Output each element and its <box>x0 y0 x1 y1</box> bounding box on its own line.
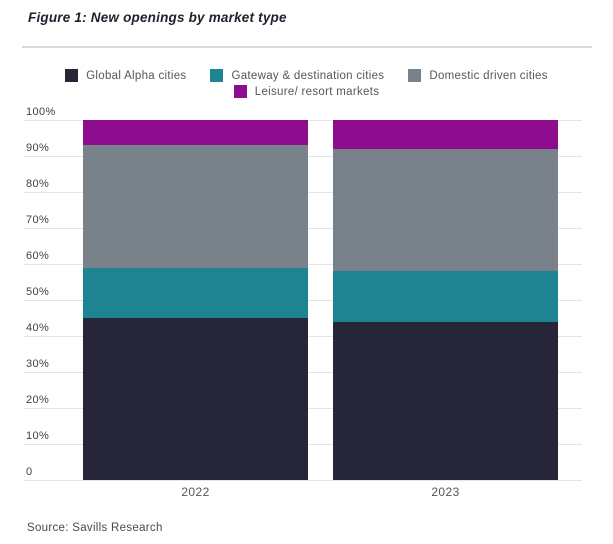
bar-segment-2023-domestic-driven-cities <box>333 148 558 272</box>
y-tick-label: 70% <box>26 214 50 226</box>
legend-row-2: Leisure/ resort markets <box>0 85 613 98</box>
legend-item-domestic-driven-cities: Domestic driven cities <box>408 69 548 82</box>
legend-swatch-navy <box>65 69 79 82</box>
y-tick-label: 80% <box>26 178 50 190</box>
bar-segment-2022-global-alpha-cities <box>83 318 308 480</box>
bar-segment-2022-domestic-driven-cities <box>83 145 308 268</box>
x-axis-label-2023: 2023 <box>431 485 460 499</box>
stacked-bar-2023 <box>333 120 558 480</box>
y-tick-label: 30% <box>26 358 50 370</box>
bar-segment-2023-global-alpha-cities <box>333 321 558 480</box>
legend-item-global-alpha-cities: Global Alpha cities <box>65 69 186 82</box>
legend-swatch-teal <box>210 69 224 82</box>
title-divider <box>22 46 592 48</box>
legend-label: Leisure/ resort markets <box>254 85 380 98</box>
bar-segment-2022-leisure-resort-markets <box>83 120 308 146</box>
legend-swatch-gray <box>408 69 422 82</box>
y-tick-label: 20% <box>26 394 50 406</box>
plot-area: 100% 90% 80% 70% 60% 50% 40% 30% 20% 10% 0 2022 2023 <box>24 106 582 499</box>
x-axis-label-2022: 2022 <box>181 485 210 499</box>
y-tick-label: 0 <box>26 466 33 478</box>
bar-segment-2022-gateway-destination-cities <box>83 267 308 318</box>
stacked-bar-2022 <box>83 120 308 480</box>
legend-label: Global Alpha cities <box>86 69 187 82</box>
source-note: Source: Savills Research <box>27 522 163 534</box>
y-tick-label: 10% <box>26 430 50 442</box>
figure-title: Figure 1: New openings by market type <box>28 10 287 25</box>
y-tick-label: 100% <box>26 106 56 118</box>
legend-item-gateway-destination-cities: Gateway & destination cities <box>210 69 384 82</box>
legend-swatch-purple <box>233 85 247 98</box>
chart-legend: Global Alpha cities Gateway & destinatio… <box>0 69 613 101</box>
legend-label: Domestic driven cities <box>429 69 548 82</box>
y-tick-label: 40% <box>26 322 50 334</box>
legend-label: Gateway & destination cities <box>231 69 385 82</box>
bar-segment-2023-gateway-destination-cities <box>333 271 558 322</box>
y-tick-label: 90% <box>26 142 50 154</box>
legend-item-leisure-resort-markets: Leisure/ resort markets <box>233 85 380 98</box>
y-tick-label: 50% <box>26 286 50 298</box>
bar-segment-2023-leisure-resort-markets <box>333 120 558 149</box>
y-tick-label: 60% <box>26 250 50 262</box>
legend-row-1: Global Alpha cities Gateway & destinatio… <box>0 69 613 82</box>
gridline-0 <box>24 480 582 481</box>
